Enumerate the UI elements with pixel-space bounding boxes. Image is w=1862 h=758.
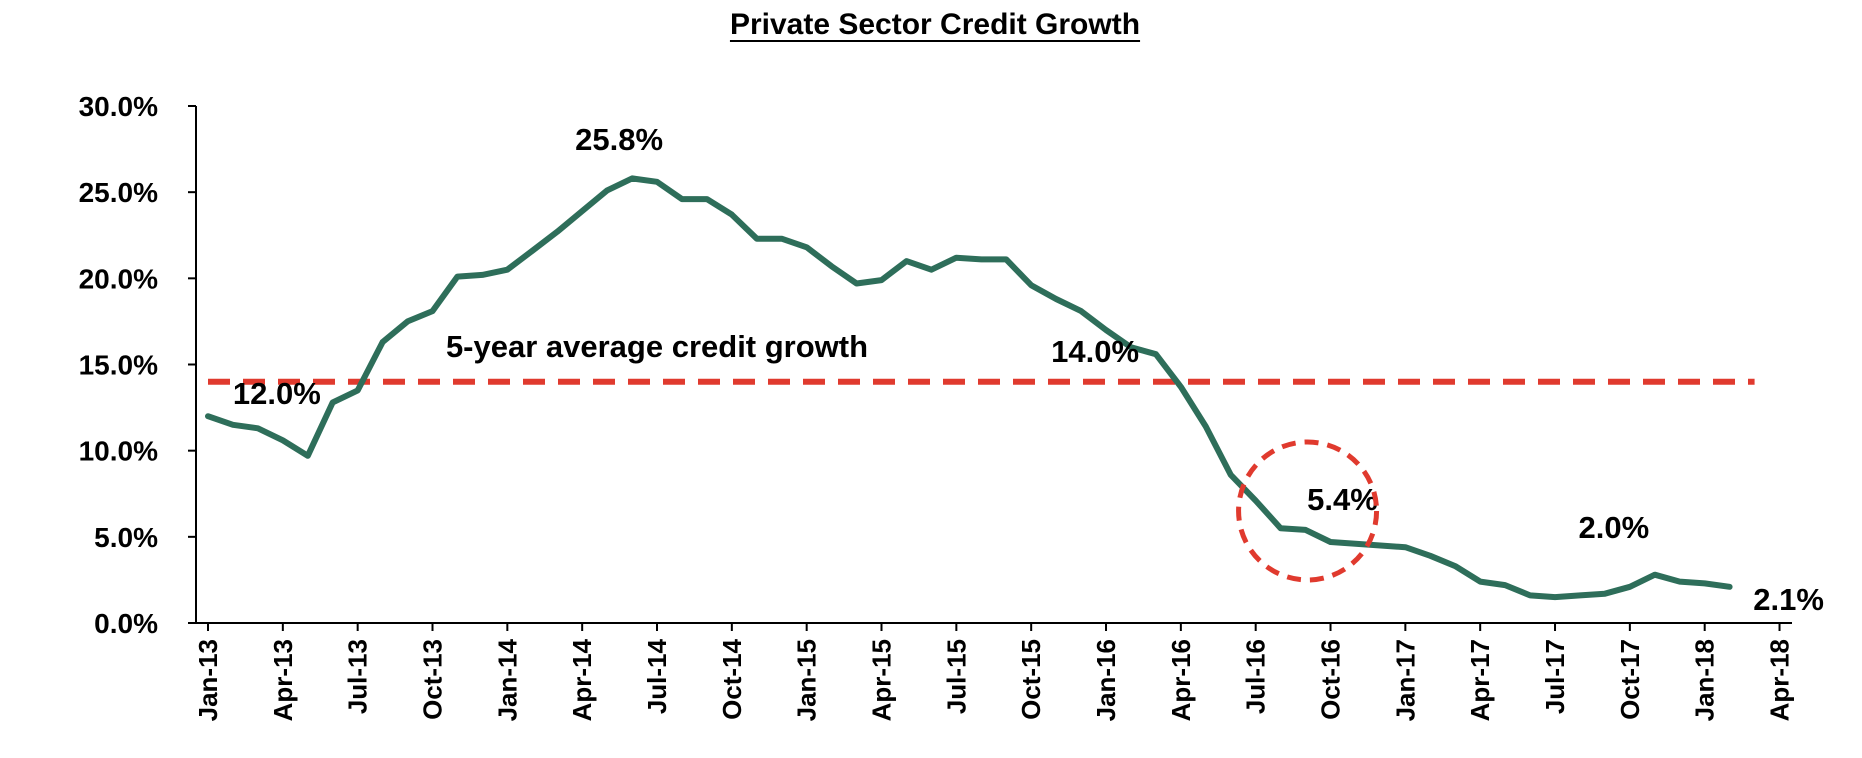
series-layer: [205, 175, 1733, 601]
x-tick-label: Oct-13: [418, 639, 448, 720]
peak-value-label: 25.8%: [575, 122, 663, 157]
recent-value-label: 2.0%: [1579, 510, 1650, 545]
chart-title: Private Sector Credit Growth: [730, 8, 1140, 41]
x-tick-label: Apr-14: [567, 638, 597, 721]
y-tick-label: 10.0%: [79, 436, 158, 467]
x-tick-label: Oct-16: [1316, 639, 1346, 720]
x-tick-label: Jul-17: [1540, 639, 1570, 714]
x-tick-label: Jan-16: [1091, 639, 1121, 721]
y-tick-label: 0.0%: [94, 608, 158, 639]
x-tick-label: Jan-17: [1390, 639, 1420, 721]
x-tick-label: Jul-13: [343, 639, 373, 714]
y-tick-label: 5.0%: [94, 522, 158, 553]
x-tick-label: Apr-17: [1465, 639, 1495, 721]
x-tick-label: Oct-17: [1615, 639, 1645, 720]
x-tick-label: Jul-15: [941, 639, 971, 714]
x-tick-label: Jan-13: [193, 639, 223, 721]
x-tick-label: Apr-13: [268, 639, 298, 721]
x-tick-label: Apr-15: [867, 639, 897, 721]
start-value-label: 12.0%: [233, 376, 321, 411]
y-tick-label: 30.0%: [79, 91, 158, 122]
x-tick-label: Jul-16: [1241, 639, 1271, 714]
x-tick-label: Apr-18: [1765, 639, 1795, 721]
credit-growth-series-line: [205, 175, 1733, 601]
x-tick-label: Oct-15: [1016, 639, 1046, 720]
end-value-label: 2.1%: [1753, 582, 1824, 617]
y-axis: 0.0% 5.0% 10.0% 15.0% 20.0% 25.0% 30.0%: [79, 91, 197, 639]
x-tick-label: Jan-15: [792, 639, 822, 721]
x-tick-label: Jul-14: [642, 638, 672, 714]
average-value-label: 14.0%: [1051, 334, 1139, 369]
y-tick-label: 20.0%: [79, 263, 158, 294]
highlight-circle: [1236, 439, 1380, 583]
highlight-value-label: 5.4%: [1307, 482, 1378, 517]
annotation-layer: 12.0% 25.8% 5-year average credit growth 14…: [233, 122, 1824, 617]
x-tick-label: Oct-14: [717, 638, 747, 719]
x-tick-label: Apr-16: [1166, 639, 1196, 721]
y-tick-label: 25.0%: [79, 177, 158, 208]
x-tick-label: Jan-14: [492, 638, 522, 721]
x-tick-label: Jan-18: [1690, 639, 1720, 721]
average-line-label: 5-year average credit growth: [446, 329, 868, 364]
x-axis: Jan-13 Apr-13 Jul-13 Oct-13 Jan-14 Apr-14 Jul-…: [193, 622, 1795, 721]
y-tick-label: 15.0%: [79, 350, 158, 381]
